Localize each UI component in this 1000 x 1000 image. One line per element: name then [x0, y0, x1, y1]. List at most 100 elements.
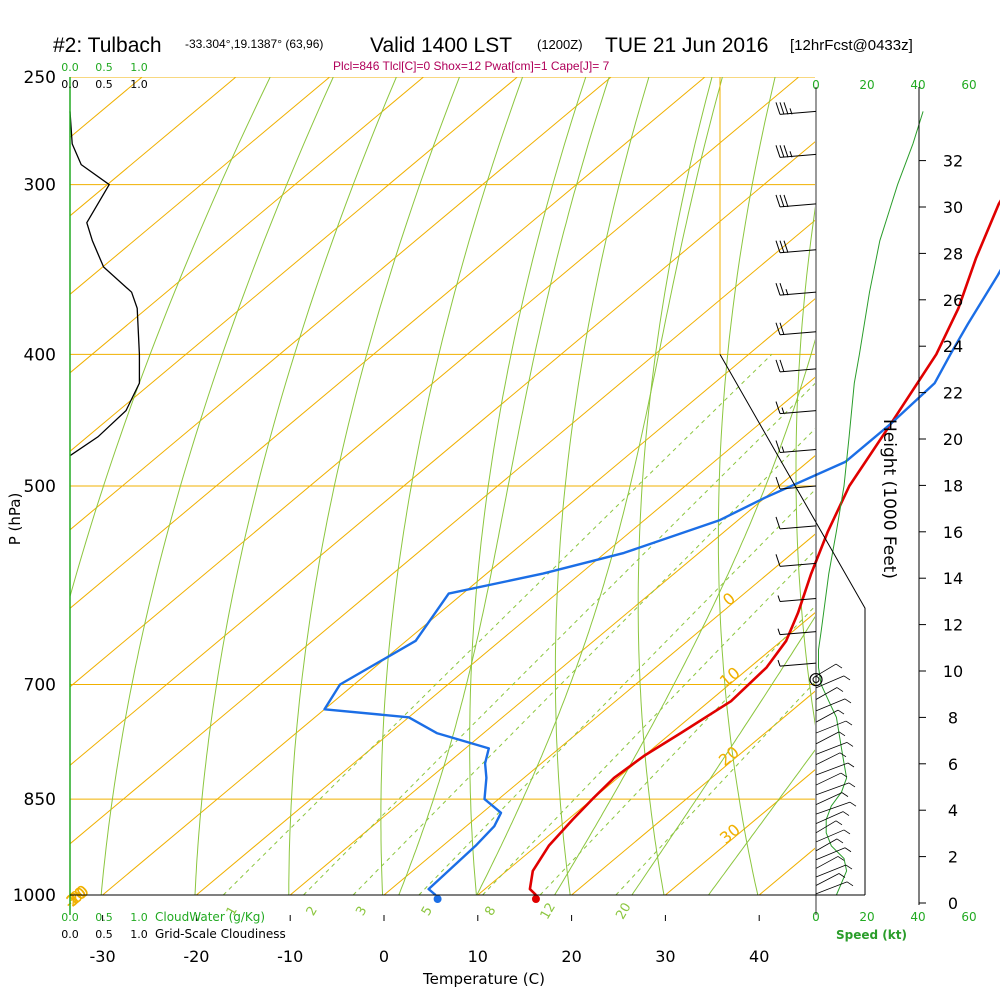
wind-barb-low-feather — [844, 847, 852, 853]
mixing-ratio-tick-label: 8 — [482, 904, 499, 919]
moist-adiabat — [398, 77, 610, 895]
plot-right-boundary — [719, 354, 866, 895]
height-tick-label: 20 — [943, 430, 963, 449]
wind-barb-low — [815, 829, 845, 843]
wind-barb-low-feather — [846, 742, 854, 747]
wind-barb-low — [815, 772, 842, 786]
pressure-tick-label: 850 — [24, 790, 56, 810]
pressure-tick-label: 300 — [24, 176, 56, 196]
wind-barb-staff — [779, 153, 817, 158]
wind-barb-low-feather — [835, 663, 843, 669]
wind-barb-low — [815, 731, 840, 745]
wind-barb-low — [815, 709, 839, 723]
mixing-ratio-tick-label: 3 — [353, 904, 370, 919]
y-axis-label: P (hPa) — [6, 493, 24, 546]
height-tick-label: 30 — [943, 198, 963, 217]
isotherm-tick-label: 0 — [719, 589, 739, 610]
wind-barb — [775, 145, 817, 158]
wind-barb-flag — [779, 240, 785, 253]
wind-barb-staff — [779, 410, 817, 415]
forecast-date: TUE 21 Jun 2016 — [605, 34, 768, 57]
moist-adiabat — [707, 749, 815, 895]
height-tick-label: 16 — [943, 523, 963, 542]
speed-tick-label: 0 — [812, 910, 820, 924]
wind-barb-flag — [775, 240, 781, 253]
isotherm-line — [383, 533, 815, 895]
grid-lines — [70, 77, 1000, 895]
wind-barb — [775, 322, 817, 336]
mixing-ratio-tick-label: 20 — [613, 900, 634, 922]
height-tick-label: 2 — [948, 848, 958, 867]
wind-barb-low-feather — [844, 698, 852, 704]
mixing-ratio-line — [222, 353, 773, 895]
x-tick-label: 30 — [655, 947, 675, 966]
x-tick-label: -20 — [183, 947, 209, 966]
height-tick-label: 12 — [943, 616, 963, 635]
height-tick-label: 8 — [948, 708, 958, 727]
wind-barb-staff — [779, 110, 817, 115]
wind-barb-low-feather — [842, 811, 850, 816]
wind-barb-staff — [779, 525, 817, 530]
mixing-ratio-line — [539, 605, 815, 895]
dry-adiabat — [288, 77, 460, 895]
wind-barb-low — [815, 838, 838, 852]
wind-barb-half — [781, 446, 785, 453]
isotherm-line — [853, 77, 1000, 895]
wind-barb-low-feather — [846, 881, 854, 887]
dewpoint-profile — [323, 268, 1000, 896]
wind-barb-staff — [779, 249, 817, 254]
speed-axis-label: Speed (kt) — [836, 928, 907, 942]
wind-barb-low — [815, 864, 847, 878]
isotherm-line — [70, 77, 706, 609]
wind-barb-low-feather — [849, 801, 857, 807]
x-tick-label: -10 — [277, 947, 303, 966]
utc-time: (1200Z) — [537, 37, 583, 52]
moist-adiabat — [554, 338, 815, 895]
wind-barb-flag — [775, 476, 781, 490]
isotherm-line — [70, 141, 815, 766]
mixing-ratio-tick-label: 2 — [304, 904, 321, 919]
pressure-tick-label: 400 — [24, 345, 56, 365]
dry-adiabat — [717, 77, 776, 895]
wind-barb-low-feather — [847, 762, 855, 768]
cloudwater-tick-label: 1.0 — [130, 61, 148, 74]
cloudwater-tick-label: 0.0 — [61, 61, 79, 74]
cloudiness-tick-label: 1.0 — [130, 928, 148, 941]
axes: -30 -20 -10 0 10 20 30 402503004005007008501000… — [13, 61, 977, 966]
wind-barb-flag — [775, 322, 781, 335]
wind-barb-flag — [779, 283, 785, 296]
isotherm-tick-label: 10 — [716, 663, 744, 691]
moist-adiabat — [476, 77, 723, 895]
surface-temperature-point — [531, 895, 540, 903]
cloudwater-label: CloudWater (g/Kg) — [155, 910, 265, 924]
height-tick-label: 28 — [943, 244, 963, 263]
wind-barb-staff — [779, 331, 817, 336]
wind-barb-low-feather — [843, 675, 851, 681]
wind-barb-low-feather — [836, 687, 844, 692]
isotherm-tick-label: 30 — [716, 820, 744, 848]
wind-barb-staff — [779, 562, 817, 567]
wind-barb-flag — [783, 145, 789, 158]
height-tick-label: 6 — [948, 755, 958, 774]
wind-barb — [775, 283, 817, 296]
wind-barb-half — [785, 289, 789, 296]
wind-barb-flag — [783, 194, 789, 208]
height-axis-label: Height (1000 Feet) — [879, 419, 899, 579]
dry-adiabat — [554, 77, 650, 895]
wind-barb-half — [789, 151, 793, 158]
dry-adiabat — [194, 77, 397, 895]
height-tick-label: 0 — [948, 894, 958, 913]
height-tick-label: 32 — [943, 152, 963, 171]
isotherm-line — [102, 298, 815, 895]
wind-barb-flag — [779, 145, 785, 158]
wind-barb-low — [815, 856, 839, 869]
wind-barb-staff — [779, 448, 817, 453]
dry-adiabat — [795, 206, 815, 726]
wind-barb — [775, 102, 817, 115]
wind-barb-flag — [775, 440, 781, 453]
wind-barb — [777, 628, 817, 636]
isotherm-line — [70, 219, 815, 845]
wind-barb-low — [815, 687, 838, 700]
